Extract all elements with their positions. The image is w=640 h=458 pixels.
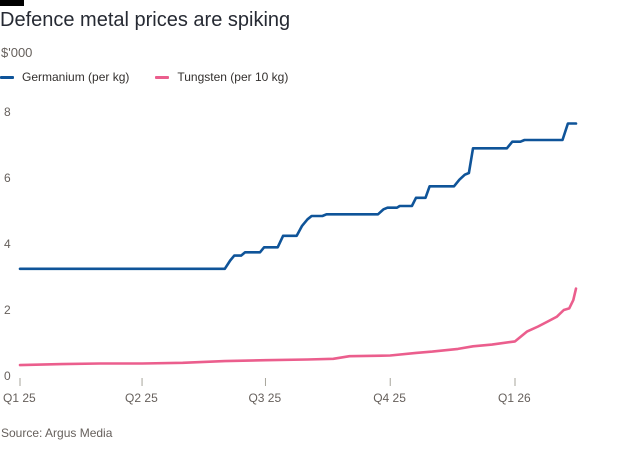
legend-item-germanium: Germanium (per kg) bbox=[0, 70, 129, 84]
legend-item-tungsten: Tungsten (per 10 kg) bbox=[155, 70, 288, 84]
unit-label: $'000 bbox=[1, 45, 33, 60]
legend-swatch-germanium bbox=[0, 75, 14, 79]
y-tick-label: 0 bbox=[4, 369, 11, 383]
y-tick-label: 8 bbox=[4, 105, 11, 119]
x-tick-label: Q3 25 bbox=[248, 391, 281, 405]
source-note: Source: Argus Media bbox=[1, 426, 113, 440]
legend: Germanium (per kg) Tungsten (per 10 kg) bbox=[0, 70, 314, 84]
y-tick-label: 6 bbox=[4, 171, 11, 185]
legend-label-tungsten: Tungsten (per 10 kg) bbox=[177, 70, 289, 84]
y-tick-label: 2 bbox=[4, 303, 11, 317]
brand-bar bbox=[0, 0, 24, 6]
series-line-tungsten bbox=[18, 287, 578, 367]
y-tick-label: 4 bbox=[4, 237, 11, 251]
legend-label-germanium: Germanium (per kg) bbox=[22, 70, 130, 84]
chart-title: Defence metal prices are spiking bbox=[0, 9, 291, 31]
legend-swatch-tungsten bbox=[155, 75, 170, 79]
series-line-germanium bbox=[18, 122, 578, 271]
x-tick-label: Q2 25 bbox=[125, 391, 158, 405]
x-tick-label: Q1 26 bbox=[498, 391, 531, 405]
x-tick-label: Q4 25 bbox=[373, 391, 406, 405]
x-tick-label: Q1 25 bbox=[3, 391, 36, 405]
